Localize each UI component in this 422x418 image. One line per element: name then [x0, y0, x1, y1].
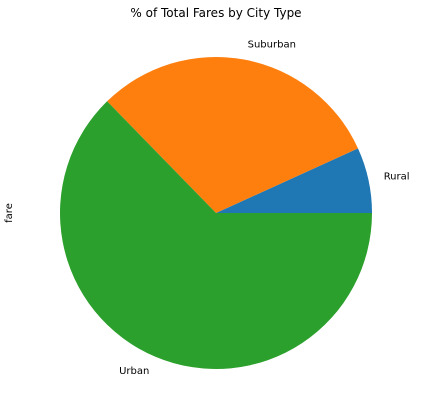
chart-title: % of Total Fares by City Type [130, 6, 301, 20]
y-axis-label: fare [4, 203, 15, 223]
slice-label-suburban: Suburban [248, 39, 296, 50]
pie-slices [60, 57, 372, 369]
slice-label-rural: Rural [384, 172, 410, 183]
slice-label-urban: Urban [119, 366, 149, 377]
